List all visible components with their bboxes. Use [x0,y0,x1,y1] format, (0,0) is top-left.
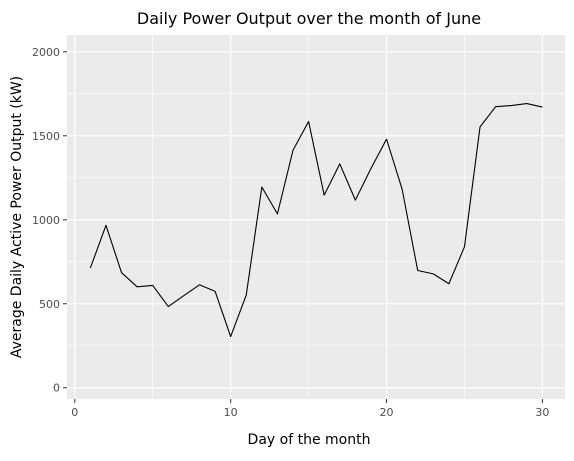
ticks [63,51,543,403]
y-tick-label: 1000 [32,214,60,227]
series-line [89,102,543,338]
grid-major [67,35,565,399]
chart-title: Daily Power Output over the month of Jun… [137,9,481,28]
grid-minor [67,35,565,399]
x-tick-label: 20 [380,406,394,419]
x-tick-label: 30 [535,406,549,419]
y-tick-label: 2000 [32,46,60,59]
x-axis-label: Day of the month [248,432,371,448]
y-axis-label: Average Daily Active Power Output (kW) [9,76,25,358]
x-tick-label: 0 [71,406,78,419]
tick-labels: 0 10 20 30 0 500 1000 1500 2000 [32,46,549,419]
y-tick-label: 500 [39,298,60,311]
series-group [89,102,543,338]
y-tick-label: 1500 [32,130,60,143]
y-tick-label: 0 [53,382,60,395]
x-tick-label: 10 [224,406,238,419]
plot-panel [67,35,565,399]
